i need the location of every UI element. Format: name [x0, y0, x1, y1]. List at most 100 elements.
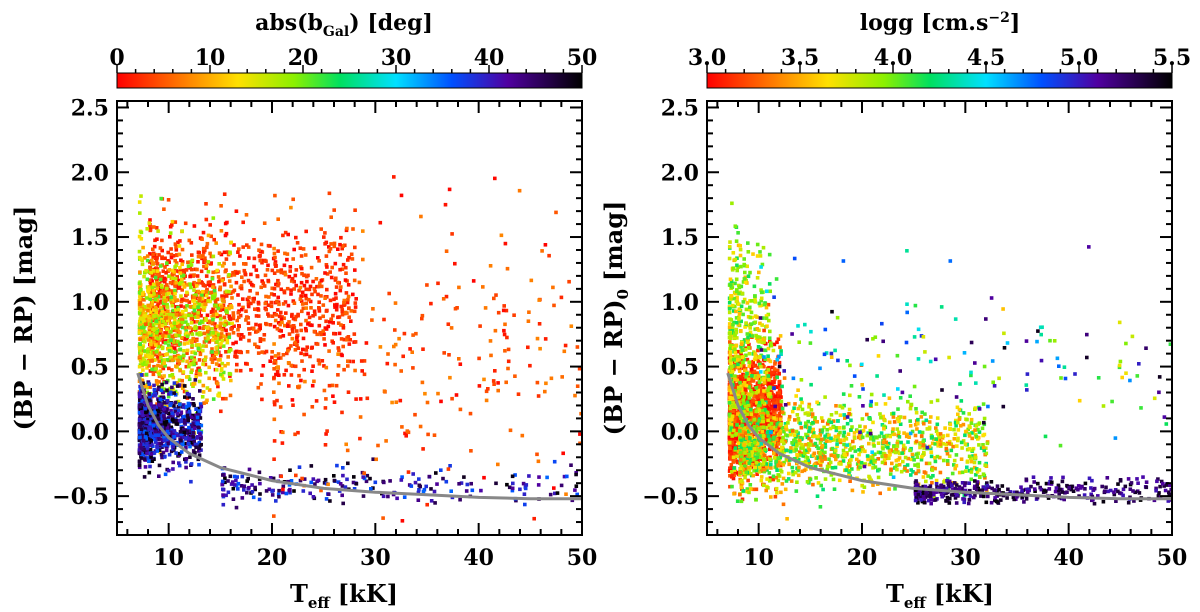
left-scatter-point	[179, 304, 183, 308]
left-scatter-point	[235, 271, 239, 275]
left-scatter-point	[165, 388, 169, 392]
left-scatter-point	[217, 262, 221, 266]
left-scatter-point	[523, 502, 527, 507]
left-scatter-point	[277, 373, 281, 377]
left-scatter-point	[138, 211, 142, 215]
left-scatter-point	[165, 429, 170, 434]
left-scatter-point	[202, 325, 207, 329]
left-scatter-point	[444, 479, 449, 484]
left-scatter-point	[179, 268, 183, 273]
left-scatter-point	[141, 245, 145, 250]
left-scatter-point	[201, 344, 205, 348]
left-scatter-point	[140, 262, 145, 267]
left-scatter-point	[176, 240, 180, 245]
left-scatter-point	[555, 491, 560, 495]
left-scatter-point	[293, 341, 297, 345]
left-scatter-point	[439, 468, 443, 472]
left-scatter-point	[484, 398, 489, 403]
left-scatter-point	[271, 476, 276, 481]
left-scatter-point	[227, 335, 232, 340]
left-scatter-point	[382, 317, 386, 322]
left-scatter-point	[167, 423, 171, 427]
left-scatter-point	[146, 380, 151, 384]
left-scatter-point	[560, 375, 564, 379]
left-scatter-point	[235, 475, 239, 479]
left-scatter-point	[139, 194, 143, 198]
left-scatter-point	[143, 384, 147, 388]
left-scatter-point	[149, 270, 153, 275]
left-scatter-point	[258, 258, 263, 263]
left-scatter-point	[146, 347, 150, 352]
left-scatter-point	[184, 308, 188, 312]
right-scatter-point	[771, 402, 776, 407]
left-scatter-point	[157, 287, 162, 292]
left-scatter-point	[338, 242, 342, 247]
left-scatter-point	[150, 274, 155, 278]
left-scatter-point	[543, 243, 548, 247]
left-scatter-point	[299, 294, 303, 299]
left-scatter-point	[340, 493, 344, 498]
left-scatter-point	[159, 290, 164, 294]
left-scatter-point	[216, 384, 220, 389]
left-scatter-point	[312, 329, 317, 334]
right-scatter-point	[732, 443, 736, 447]
left-scatter-point	[337, 348, 341, 353]
left-scatter-point	[329, 242, 333, 246]
right-scatter-point	[748, 400, 753, 405]
left-scatter-point	[231, 316, 235, 321]
right-scatter-point	[768, 412, 773, 416]
right-scatter-point	[760, 445, 765, 450]
left-scatter-point	[155, 413, 159, 418]
left-scatter-point	[178, 347, 183, 352]
left-scatter-point	[184, 460, 188, 464]
left-scatter-point	[353, 305, 358, 309]
left-scatter-point	[442, 351, 446, 355]
left-scatter-point	[148, 385, 152, 389]
left-scatter-point	[206, 337, 210, 341]
left-scatter-point	[221, 396, 225, 401]
left-scatter-point	[148, 224, 152, 229]
left-scatter-point	[347, 306, 351, 310]
left-scatter-point	[150, 302, 154, 306]
left-scatter-point	[169, 247, 173, 251]
left-scatter-point	[361, 494, 366, 498]
left-scatter-point	[204, 264, 209, 268]
left-scatter-point	[309, 464, 314, 468]
left-scatter-point	[161, 340, 166, 344]
left-scatter-point	[163, 284, 168, 289]
left-scatter-point	[158, 277, 163, 282]
left-scatter-point	[504, 380, 508, 385]
left-scatter-point	[399, 369, 403, 373]
left-scatter-point	[228, 374, 232, 378]
left-scatter-point	[544, 381, 548, 386]
right-scatter-point	[767, 400, 772, 405]
left-colorbar-tick-label: 0	[109, 45, 124, 71]
left-scatter-point	[152, 314, 156, 319]
left-scatter-point	[138, 283, 143, 288]
left-scatter-point	[154, 226, 159, 230]
left-scatter-point	[139, 287, 143, 292]
left-scatter-point	[184, 364, 189, 369]
left-reference-curve	[136, 372, 582, 501]
left-scatter-point	[328, 320, 332, 324]
left-scatter-point	[343, 278, 348, 282]
left-scatter-point	[222, 282, 227, 286]
left-scatter-point	[280, 320, 284, 325]
right-scatter-point	[743, 388, 748, 392]
left-scatter-point	[210, 350, 214, 354]
left-scatter-point	[382, 389, 387, 393]
left-scatter-point	[229, 482, 234, 486]
left-scatter-point	[325, 287, 329, 292]
left-scatter-point	[502, 304, 506, 308]
left-scatter-point	[137, 249, 142, 254]
left-scatter-point	[192, 273, 196, 277]
left-scatter-point	[222, 323, 227, 328]
left-scatter-point	[137, 331, 142, 335]
left-scatter-point	[188, 274, 192, 279]
left-scatter-point	[166, 314, 170, 319]
left-scatter-point	[426, 432, 430, 437]
left-scatter-point	[339, 323, 343, 327]
left-scatter-point	[169, 349, 174, 354]
left-scatter-point	[266, 263, 270, 268]
left-scatter-point	[394, 400, 399, 404]
